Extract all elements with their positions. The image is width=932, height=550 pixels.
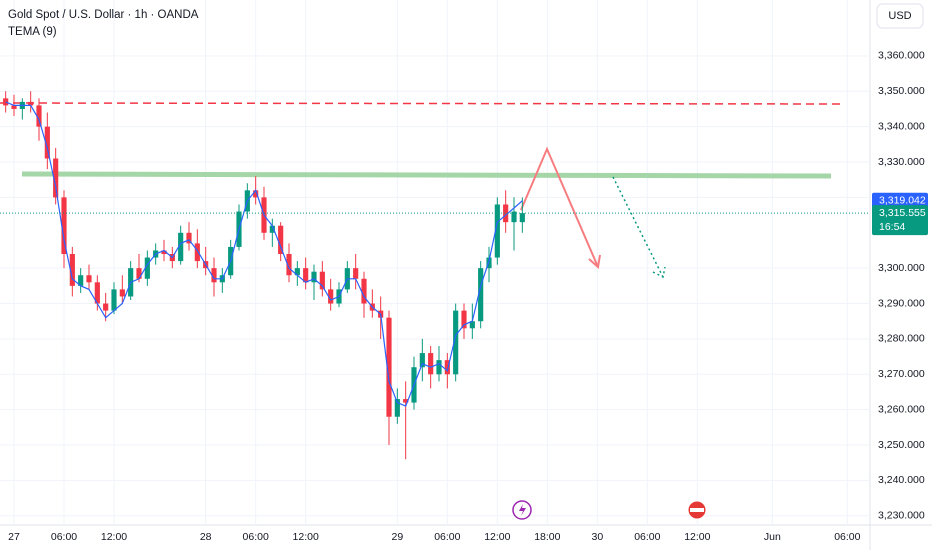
candle-body [461, 310, 467, 329]
projection-arrow-dotted [612, 176, 664, 278]
candle-body [111, 289, 117, 311]
support-zone-line [21, 171, 832, 179]
candle-body [444, 360, 450, 375]
drawings [0, 102, 841, 520]
candle-body [194, 243, 200, 262]
candle-body [53, 158, 59, 198]
candle-body [469, 321, 475, 329]
candle-body [103, 303, 109, 311]
y-tick-label: 3,280.000 [878, 333, 925, 345]
candle-body [211, 268, 217, 283]
price-label: 3,315.555 [879, 207, 926, 219]
y-tick-label: 3,300.000 [878, 262, 925, 274]
candle-body [253, 190, 259, 198]
chart-title: Gold Spot / U.S. Dollar · 1h · OANDA [8, 9, 199, 21]
candle-body [503, 204, 509, 223]
x-tick-label: 12:00 [484, 531, 510, 543]
price-label-box [872, 205, 928, 236]
y-tick-label: 3,350.000 [878, 85, 925, 97]
x-tick-label: 12:00 [684, 531, 710, 543]
candle-body [511, 211, 517, 223]
candle-body [136, 268, 142, 279]
price-label-box [872, 192, 928, 209]
y-tick-label: 3,250.000 [878, 439, 925, 451]
x-tick-label: 27 [8, 531, 20, 543]
candle-body [478, 268, 484, 322]
lightning-icon [519, 504, 526, 516]
arrow-head [652, 266, 666, 279]
x-tick-label: 28 [200, 531, 212, 543]
x-tick-label: 06:00 [243, 531, 269, 543]
tema-line [5, 101, 523, 407]
candle-body [78, 275, 84, 286]
y-tick-label: 3,270.000 [878, 368, 925, 380]
candle-body [11, 105, 17, 109]
candle-body [28, 101, 34, 106]
grid [0, 0, 870, 525]
indicator-label: TEMA (9) [8, 26, 57, 38]
y-tick-label: 3,230.000 [878, 510, 925, 522]
x-tick-label: Jun [764, 531, 781, 543]
candle-body [403, 399, 409, 403]
x-tick-label: 06:00 [834, 531, 860, 543]
y-tick-label: 3,360.000 [878, 50, 925, 62]
y-tick-label: 3,240.000 [878, 474, 925, 486]
currency-label: USD [888, 10, 911, 22]
candle-body [186, 232, 192, 244]
candle-body [3, 98, 9, 106]
candle-body [453, 310, 459, 375]
currency-button[interactable] [876, 3, 924, 29]
candle-body [86, 275, 92, 283]
candle-body [494, 204, 500, 258]
candle-body [386, 317, 392, 417]
resistance-line [0, 102, 841, 105]
x-tick-label: 06:00 [51, 531, 77, 543]
candle-body [119, 289, 125, 297]
x-tick-label: 30 [591, 531, 603, 543]
candle-body [144, 257, 150, 279]
candle-body [294, 268, 300, 276]
candle-body [428, 353, 434, 375]
y-tick-label: 3,330.000 [878, 156, 925, 168]
x-tick-label: 29 [391, 531, 403, 543]
candle-body [361, 278, 367, 304]
candle-body [44, 126, 50, 159]
flag-stripe [690, 508, 704, 512]
candle-body [178, 232, 184, 262]
x-tick-label: 12:00 [101, 531, 127, 543]
price-label: 3,319.042 [879, 195, 926, 207]
x-tick-label: 06:00 [434, 531, 460, 543]
candle-body [61, 197, 67, 255]
candle-body [419, 353, 425, 368]
candle-body [328, 289, 334, 304]
candle-body [69, 254, 75, 286]
y-tick-label: 3,340.000 [878, 120, 925, 132]
candle-body [311, 271, 317, 283]
candle-body [436, 360, 442, 375]
x-tick-label: 12:00 [293, 531, 319, 543]
candle-body [36, 105, 42, 127]
candle-body [519, 213, 525, 223]
arrow-head [588, 254, 601, 269]
x-tick-label: 18:00 [534, 531, 560, 543]
candle-body [394, 399, 400, 417]
projection-arrow [520, 146, 599, 268]
candle-body [286, 254, 292, 276]
x-tick-label: 06:00 [634, 531, 660, 543]
candle-body [353, 268, 359, 279]
candle-body [278, 225, 284, 255]
candle-body [303, 268, 309, 283]
candle-body [161, 250, 167, 255]
y-tick-label: 3,260.000 [878, 403, 925, 415]
candle-body [319, 271, 325, 290]
candle-body [269, 225, 275, 233]
candle-body [94, 282, 100, 304]
countdown-label: 16:54 [879, 221, 905, 233]
y-tick-label: 3,290.000 [878, 297, 925, 309]
